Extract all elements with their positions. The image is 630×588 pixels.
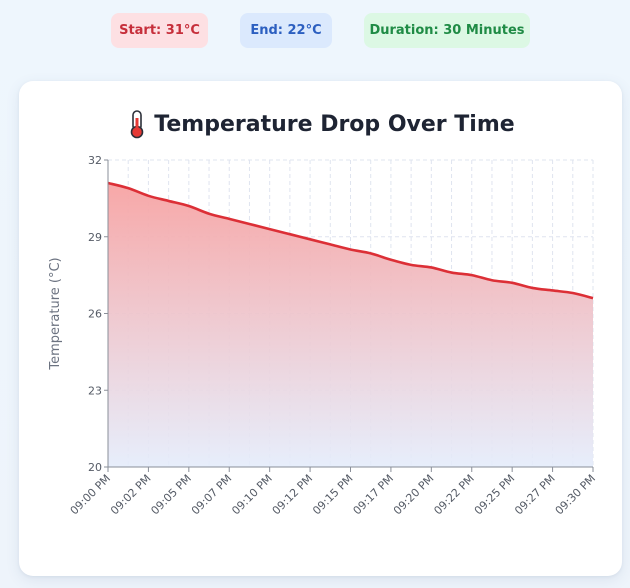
summary-badges: Start: 31°C End: 22°C Duration: 30 Minut… [0,13,630,49]
chart-header: Temperature Drop Over Time [19,107,622,141]
y-tick-label: 29 [88,231,102,244]
x-tick-label: 09:27 PM [512,472,557,517]
x-tick-label: 09:25 PM [472,472,517,517]
x-tick-label: 09:20 PM [391,472,436,517]
y-tick-label: 20 [88,461,102,474]
thermometer-icon [126,109,148,139]
y-tick-label: 23 [88,384,102,397]
x-tick-label: 09:10 PM [229,472,274,517]
x-tick-label: 09:22 PM [431,472,476,517]
x-tick-label: 09:05 PM [148,472,193,517]
start-temp-badge: Start: 31°C [111,13,208,48]
end-temp-badge: End: 22°C [240,13,332,48]
duration-badge: Duration: 30 Minutes [364,13,530,48]
chart-card: Temperature Drop Over Time 20 23 26 29 32 09… [19,81,622,576]
y-axis-ticks: 20 23 26 29 32 [88,154,108,474]
x-tick-label: 09:00 PM [68,472,113,517]
y-tick-label: 32 [88,154,102,167]
x-tick-label: 09:15 PM [310,472,355,517]
temperature-line [107,181,594,300]
x-tick-label: 09:30 PM [553,472,598,517]
chart-title: Temperature Drop Over Time [154,111,515,137]
y-axis-title: Temperature (°C) [48,257,63,370]
x-tick-label: 09:02 PM [108,472,153,517]
x-tick-label: 09:12 PM [270,472,315,517]
x-tick-label: 09:17 PM [351,472,396,517]
y-tick-label: 26 [88,308,102,321]
x-tick-label: 09:07 PM [189,472,234,517]
temperature-area [108,183,593,467]
